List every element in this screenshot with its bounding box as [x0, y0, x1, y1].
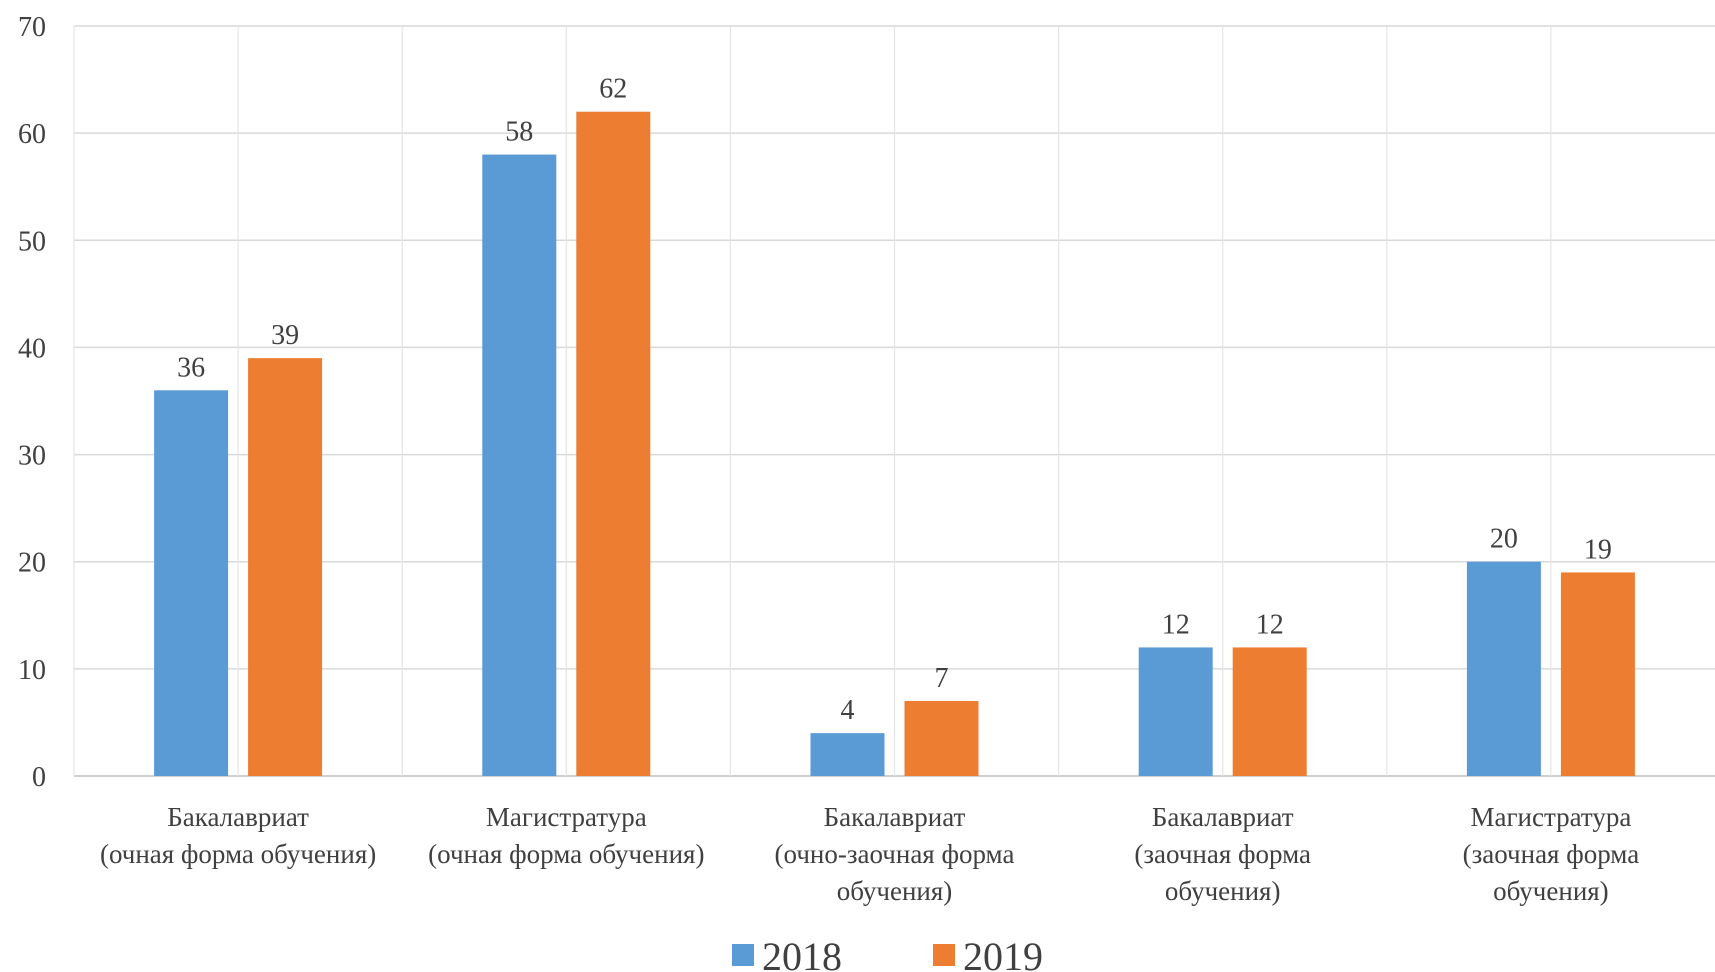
data-label: 12 — [1256, 609, 1284, 640]
x-category-label: обучения) — [1165, 876, 1281, 906]
x-category-label: (очная форма обучения) — [428, 839, 704, 869]
x-category-label: Бакалавриат — [167, 802, 309, 832]
data-label: 39 — [271, 320, 299, 351]
bar-2019-4 — [1232, 647, 1307, 776]
bars: 36 39 58 62 4 7 12 12 20 19 — [154, 74, 1635, 777]
x-category-label: (очная форма обучения) — [100, 839, 376, 869]
data-label: 19 — [1584, 534, 1612, 565]
bar-2018-2 — [482, 154, 557, 777]
x-category-label: (очно-заочная форма — [775, 839, 1015, 869]
data-label: 58 — [505, 117, 533, 148]
bar-2018-5 — [1466, 561, 1541, 776]
bar-2019-5 — [1560, 572, 1635, 776]
data-label: 36 — [177, 352, 205, 383]
y-tick-label: 20 — [18, 548, 46, 579]
legend-label-2019: 2019 — [963, 934, 1043, 972]
y-tick-label: 50 — [18, 226, 46, 257]
x-category-label: (заочная форма — [1134, 839, 1311, 869]
x-category-label: Магистратура — [1470, 802, 1631, 832]
legend-label-2018: 2018 — [762, 934, 842, 972]
data-label: 7 — [935, 663, 949, 694]
y-axis: 0 10 20 30 40 50 60 70 — [18, 12, 46, 793]
bar-2019-1 — [248, 358, 323, 776]
y-tick-label: 0 — [32, 762, 46, 793]
legend: 2018 2019 — [732, 934, 1043, 972]
y-tick-label: 30 — [18, 441, 46, 472]
bar-2019-3 — [904, 701, 979, 776]
x-category-label: (заочная форма — [1463, 839, 1640, 869]
bar-2018-3 — [810, 733, 885, 776]
data-label: 4 — [841, 695, 855, 726]
data-label: 62 — [599, 74, 627, 105]
legend-swatch-2018 — [732, 944, 754, 966]
x-category-label: обучения) — [837, 876, 953, 906]
bar-2018-1 — [154, 390, 229, 776]
y-tick-label: 60 — [18, 119, 46, 150]
x-category-label: Бакалавриат — [824, 802, 966, 832]
x-category-label: обучения) — [1493, 876, 1609, 906]
x-axis: Бакалавриат (очная форма обучения) Магистр… — [100, 802, 1639, 906]
y-tick-label: 10 — [18, 655, 46, 686]
y-tick-label: 70 — [18, 12, 46, 43]
x-category-label: Бакалавриат — [1152, 802, 1294, 832]
data-label: 12 — [1162, 609, 1190, 640]
bar-2019-2 — [576, 111, 651, 776]
gridlines — [73, 25, 1715, 777]
y-tick-label: 40 — [18, 333, 46, 364]
data-label: 20 — [1490, 524, 1518, 555]
x-category-label: Магистратура — [486, 802, 647, 832]
bar-2018-4 — [1138, 647, 1213, 776]
legend-swatch-2019 — [933, 944, 955, 966]
